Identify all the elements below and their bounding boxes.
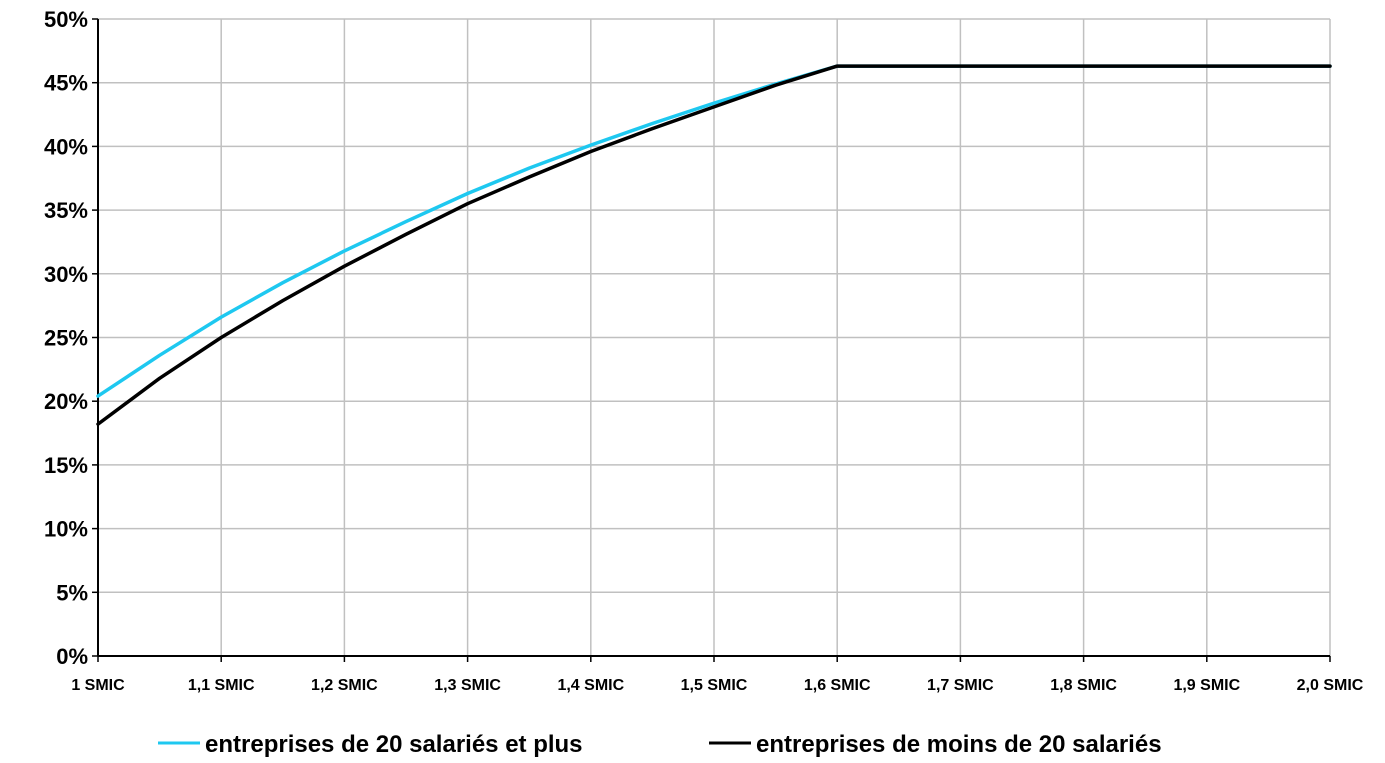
y-tick-label: 40% [44,134,88,159]
y-tick-label: 10% [44,517,88,542]
y-tick-label: 20% [44,389,88,414]
x-tick-label: 1,7 SMIC [927,677,994,694]
y-tick-label: 15% [44,453,88,478]
y-tick-label: 50% [44,7,88,32]
x-tick-label: 1,1 SMIC [188,677,255,694]
series-line-2 [96,64,1332,426]
y-tick-label: 35% [44,198,88,223]
axes [92,18,1331,662]
x-tick-label: 1,9 SMIC [1173,677,1240,694]
x-tick-label: 2,0 SMIC [1297,677,1364,694]
legend: entreprises de 20 salariés et plus entre… [158,731,1162,758]
x-tick-label: 1,2 SMIC [311,677,378,694]
y-tick-label: 45% [44,71,88,96]
x-tick-label: 1,5 SMIC [681,677,748,694]
legend-label-series-2: entreprises de moins de 20 salariés [756,731,1162,758]
legend-label-series-1: entreprises de 20 salariés et plus [205,731,583,758]
y-tick-label: 30% [44,262,88,287]
y-axis-tick-labels: 0% 5% 10% 15% 20% 25% 30% 35% 40% 45% 50% [44,7,88,669]
x-tick-label: 1,6 SMIC [804,677,871,694]
x-tick-label: 1,3 SMIC [434,677,501,694]
grid [98,18,1331,656]
y-tick-label: 5% [56,580,88,605]
x-tick-label: 1 SMIC [71,677,125,694]
y-tick-label: 0% [56,644,88,669]
x-axis-tick-labels: 1 SMIC 1,1 SMIC 1,2 SMIC 1,3 SMIC 1,4 SMIC 1,… [71,677,1363,694]
series [96,64,1332,426]
x-tick-label: 1,4 SMIC [557,677,624,694]
y-tick-label: 25% [44,326,88,351]
x-tick-label: 1,8 SMIC [1050,677,1117,694]
